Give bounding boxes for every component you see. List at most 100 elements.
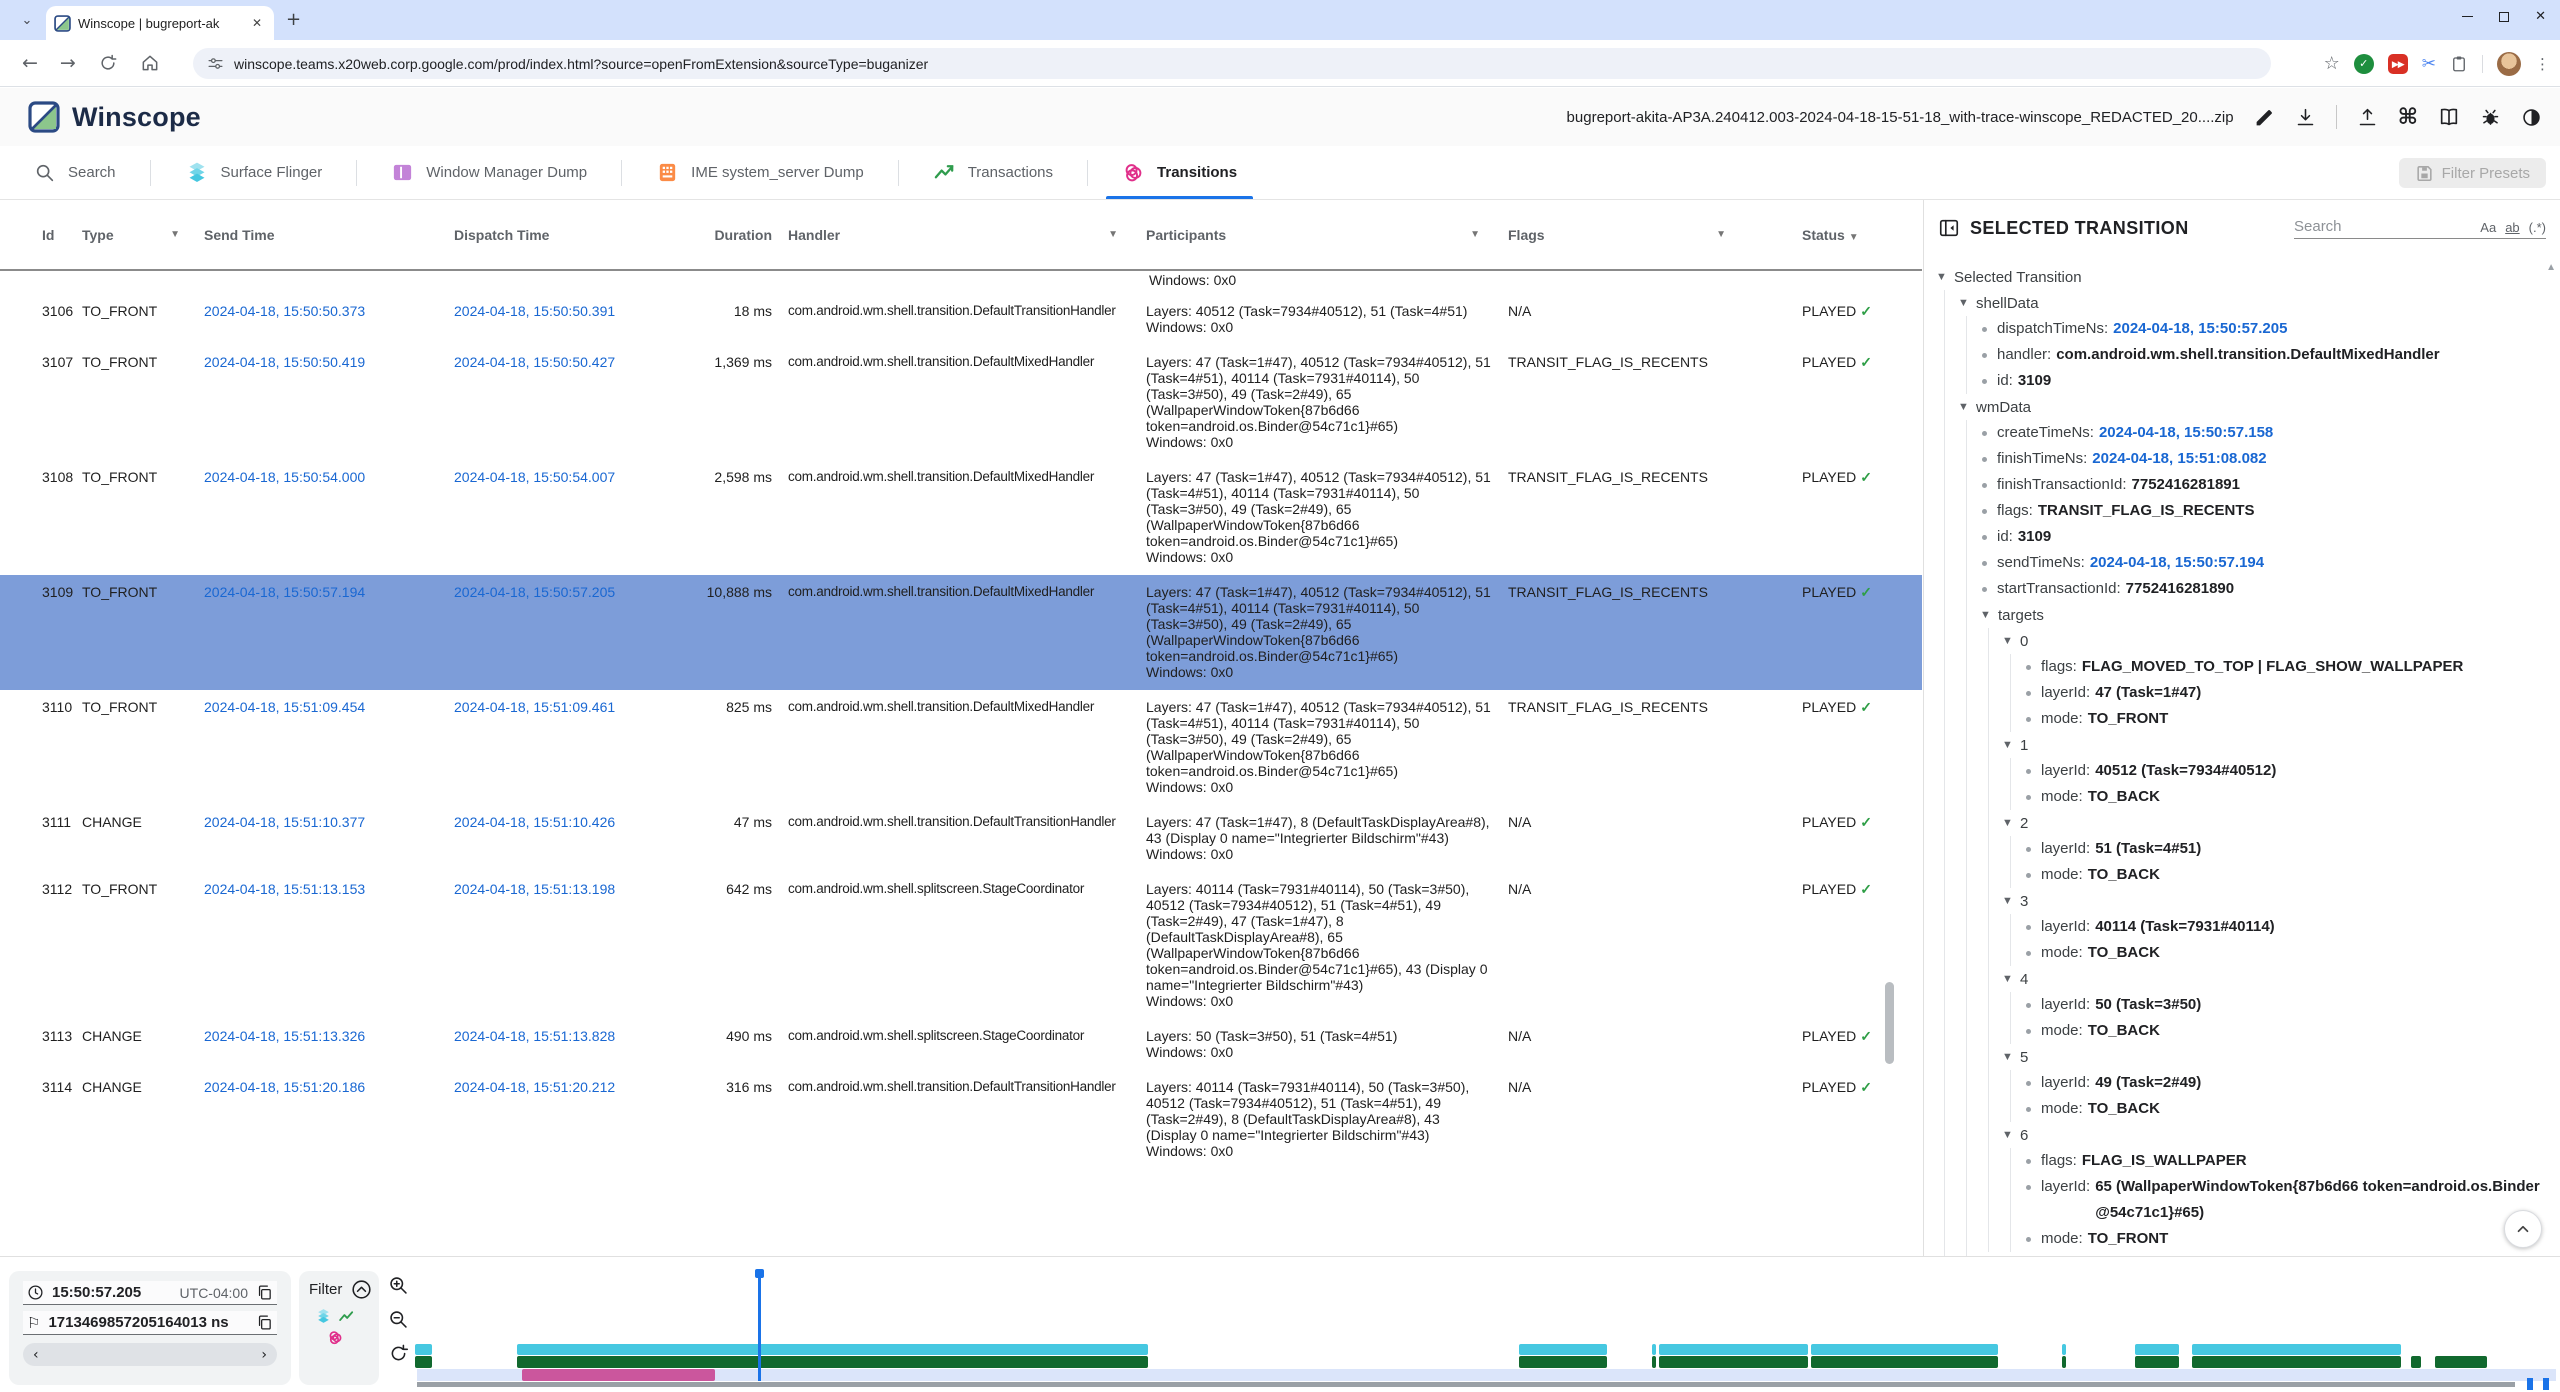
tree-property-mode[interactable]: mode: TO_BACK: [2024, 1096, 2560, 1122]
header-handler[interactable]: Handler ▼: [788, 226, 1118, 243]
tree-node-5[interactable]: ▼ 5: [2002, 1048, 2029, 1066]
dark-mode-icon[interactable]: [2521, 107, 2542, 128]
tree-property-flags[interactable]: flags: TRANSIT_FLAG_IS_RECENTS: [1980, 498, 2560, 524]
table-row[interactable]: 3106 TO_FRONT 2024-04-18, 15:50:50.373 2024…: [0, 294, 1922, 345]
browser-tab[interactable]: Winscope | bugreport-ak ✕: [46, 6, 274, 40]
filter-caret-icon[interactable]: ▼: [1716, 229, 1726, 240]
sf-trace-segment[interactable]: [1652, 1344, 1656, 1355]
cell-dispatch-time[interactable]: 2024-04-18, 15:50:50.427: [454, 354, 616, 370]
window-restore-icon[interactable]: [2499, 11, 2510, 22]
search-input[interactable]: [2294, 217, 2444, 235]
cell-dispatch-time[interactable]: 2024-04-18, 15:50:57.205: [454, 584, 616, 600]
cell-send-time[interactable]: 2024-04-18, 15:50:57.194: [204, 584, 366, 600]
tab-transitions[interactable]: Transitions: [1088, 146, 1271, 199]
cell-send-time[interactable]: 2024-04-18, 15:51:10.377: [204, 814, 366, 830]
transactions-trace-segment[interactable]: [517, 1356, 1148, 1368]
chevron-down-icon[interactable]: ▼: [2002, 817, 2013, 829]
cell-dispatch-time[interactable]: 2024-04-18, 15:51:13.828: [454, 1028, 616, 1044]
cursor-ns-input[interactable]: ⚐ 1713469857205164013 ns: [23, 1311, 277, 1335]
tree-property-layerId[interactable]: layerId: 50 (Task=3#50): [2024, 992, 2560, 1018]
browser-menu-icon[interactable]: ⋮: [2535, 54, 2550, 73]
tree-node-0[interactable]: ▼ 0: [2002, 632, 2029, 650]
table-row[interactable]: 3108 TO_FRONT 2024-04-18, 15:50:54.000 2024…: [0, 460, 1922, 575]
tree-property-finishTransactionId[interactable]: finishTransactionId: 7752416281891: [1980, 472, 2560, 498]
chevron-down-icon[interactable]: ▼: [2002, 635, 2013, 647]
tree-property-mode[interactable]: mode: TO_BACK: [2024, 784, 2560, 810]
cell-dispatch-time[interactable]: 2024-04-18, 15:51:13.198: [454, 881, 616, 897]
transactions-trace-segment[interactable]: [1519, 1356, 1607, 1368]
timeline-range-handle[interactable]: [2527, 1378, 2533, 1390]
header-id[interactable]: Id: [42, 226, 55, 243]
tree-node-targets[interactable]: ▼ targets: [1980, 606, 2044, 624]
tree-property-mode[interactable]: mode: TO_BACK: [2024, 1018, 2560, 1044]
download-icon[interactable]: [2295, 107, 2316, 128]
cell-dispatch-time[interactable]: 2024-04-18, 15:51:09.461: [454, 699, 616, 715]
timeline-canvas[interactable]: [0, 1257, 2560, 1392]
tree-property-mode[interactable]: mode: TO_FRONT: [2024, 1226, 2560, 1252]
tree-property-createTimeNs[interactable]: createTimeNs: 2024-04-18, 15:50:57.158: [1980, 420, 2560, 446]
chevron-down-icon[interactable]: ▼: [1980, 609, 1991, 621]
forward-icon[interactable]: →: [59, 52, 76, 74]
shortcuts-icon[interactable]: ⌘: [2397, 104, 2418, 130]
new-tab-button[interactable]: +: [286, 9, 302, 30]
cell-send-time[interactable]: 2024-04-18, 15:50:50.419: [204, 354, 366, 370]
tree-property-sendTimeNs[interactable]: sendTimeNs: 2024-04-18, 15:50:57.194: [1980, 550, 2560, 576]
table-row[interactable]: 3114 CHANGE 2024-04-18, 15:51:20.186 2024-0…: [0, 1070, 1922, 1169]
table-row[interactable]: 3110 TO_FRONT 2024-04-18, 15:51:09.454 2024…: [0, 690, 1922, 805]
sf-trace-segment[interactable]: [415, 1344, 432, 1355]
chevron-down-icon[interactable]: ▼: [2002, 1129, 2013, 1141]
tab-transactions[interactable]: Transactions: [899, 146, 1087, 199]
tree-property-mode[interactable]: mode: TO_FRONT: [2024, 706, 2560, 732]
cell-send-time[interactable]: 2024-04-18, 15:51:09.454: [204, 699, 366, 715]
tree-property-handler[interactable]: handler: com.android.wm.shell.transition.…: [1980, 342, 2560, 368]
timeline-cursor[interactable]: [755, 1269, 764, 1381]
cell-dispatch-time[interactable]: 2024-04-18, 15:51:20.212: [454, 1079, 616, 1095]
filter-caret-icon[interactable]: ▼: [1470, 229, 1480, 240]
table-row[interactable]: 3113 CHANGE 2024-04-18, 15:51:13.326 2024-0…: [0, 1019, 1922, 1070]
transitions-trace-icon[interactable]: [327, 1329, 344, 1346]
cell-send-time[interactable]: 2024-04-18, 15:50:54.000: [204, 469, 366, 485]
report-bug-icon[interactable]: [2480, 107, 2501, 128]
transactions-trace-segment[interactable]: [2435, 1356, 2487, 1368]
sf-trace-segment[interactable]: [517, 1344, 1148, 1355]
timeline-scrollbar[interactable]: [417, 1382, 2515, 1387]
tree-property-dispatchTimeNs[interactable]: dispatchTimeNs: 2024-04-18, 15:50:57.205: [1980, 316, 2560, 342]
scissors-extension-icon[interactable]: ✂: [2421, 53, 2436, 74]
profile-avatar[interactable]: [2497, 51, 2521, 76]
chevron-down-icon[interactable]: ▼: [2002, 973, 2013, 985]
upload-icon[interactable]: [2357, 107, 2378, 128]
step-back-icon[interactable]: ‹: [33, 1346, 39, 1363]
table-row[interactable]: 3109 TO_FRONT 2024-04-18, 15:50:57.194 2024…: [0, 575, 1922, 690]
cursor-handle[interactable]: [755, 1269, 764, 1278]
tree-node-4[interactable]: ▼ 4: [2002, 970, 2029, 988]
chevron-down-icon[interactable]: ▼: [1958, 401, 1969, 413]
transactions-trace-segment[interactable]: [2062, 1356, 2066, 1368]
filter-caret-icon[interactable]: ▼: [1848, 231, 1859, 243]
cell-dispatch-time[interactable]: 2024-04-18, 15:51:10.426: [454, 814, 616, 830]
tree-node-2[interactable]: ▼ 2: [2002, 814, 2029, 832]
copy-ns-icon[interactable]: [256, 1314, 273, 1331]
match-word-toggle[interactable]: ab: [2505, 219, 2520, 235]
header-duration[interactable]: Duration: [714, 226, 772, 243]
filter-caret-icon[interactable]: ▼: [170, 229, 180, 240]
tree-property-mode[interactable]: mode: TO_BACK: [2024, 862, 2560, 888]
header-participants[interactable]: Participants ▼: [1146, 226, 1480, 243]
table-row[interactable]: 3111 CHANGE 2024-04-18, 15:51:10.377 2024-0…: [0, 805, 1922, 872]
extension-green-icon[interactable]: ✓: [2353, 53, 2374, 74]
copy-time-icon[interactable]: [256, 1284, 273, 1301]
home-icon[interactable]: [140, 53, 160, 73]
surface-flinger-trace-icon[interactable]: [315, 1308, 332, 1325]
header-status[interactable]: Status ▼: [1802, 226, 1859, 243]
transitions-track[interactable]: [417, 1369, 2556, 1381]
tab-search-chevron-icon[interactable]: ⌄: [21, 13, 33, 28]
regex-toggle[interactable]: (.*): [2528, 219, 2546, 235]
header-type[interactable]: Type ▼: [82, 226, 180, 243]
match-case-toggle[interactable]: Aa: [2480, 219, 2497, 235]
tree-property-id[interactable]: id: 3109: [1980, 524, 2560, 550]
transactions-trace-segment[interactable]: [1652, 1356, 1656, 1368]
extension-red-icon[interactable]: ▶▶: [2387, 53, 2408, 74]
header-send-time[interactable]: Send Time: [204, 226, 275, 243]
chevron-down-icon[interactable]: ▼: [1936, 271, 1947, 283]
transactions-trace-segment[interactable]: [415, 1356, 432, 1368]
tab-close-icon[interactable]: ✕: [251, 16, 262, 30]
